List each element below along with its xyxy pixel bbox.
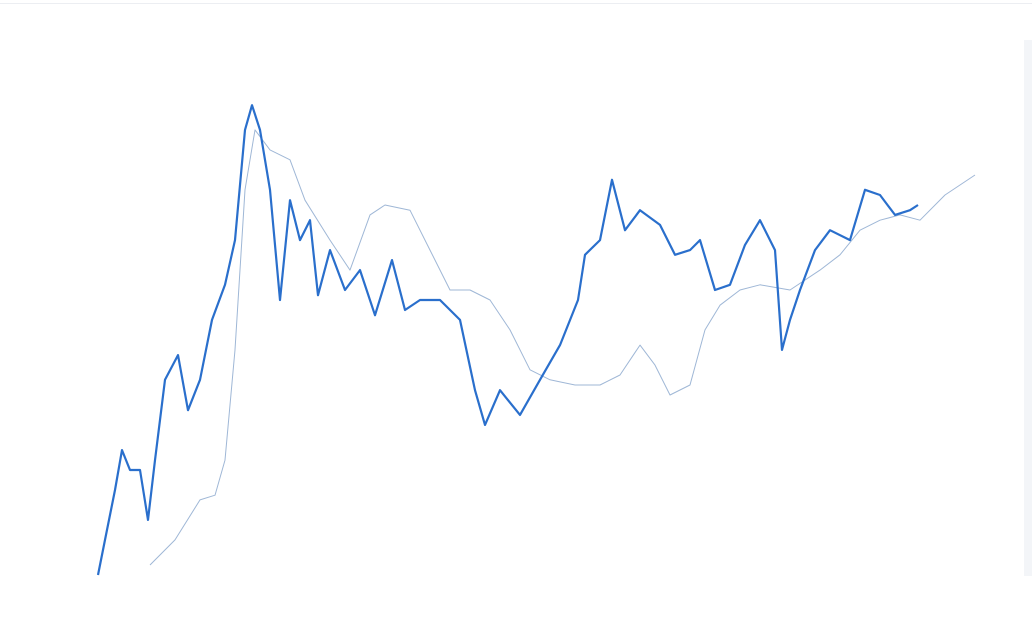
side-panel [1024,40,1032,576]
price-line [96,104,919,576]
plot-area [96,104,976,576]
price-line [149,129,976,566]
